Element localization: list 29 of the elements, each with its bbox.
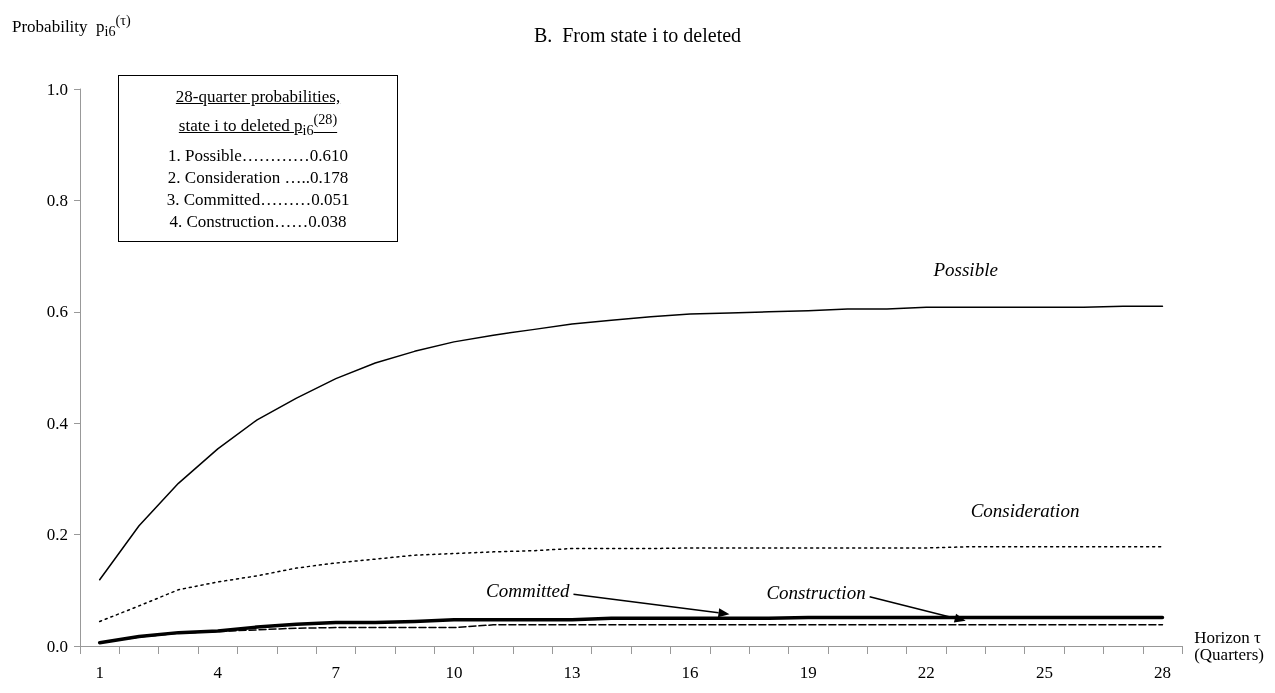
chart-title: B. From state i to deleted: [533, 24, 742, 46]
annotation: 3. Committed………0.051: [165, 189, 351, 212]
series-label: Construction: [766, 582, 866, 604]
annotation: 4. Construction……0.038: [168, 211, 348, 234]
x-tick-label: 13: [563, 663, 581, 682]
y-tick-label: 0.2: [46, 525, 68, 545]
series-label: Possible: [932, 258, 998, 280]
x-tick-label: 4: [213, 663, 223, 682]
x-tick-label: 22: [917, 663, 935, 682]
x-tick-label: 1: [95, 663, 104, 682]
y-tick-label: 1.0: [46, 79, 68, 99]
y-tick-label: 0.4: [46, 413, 69, 433]
series-label: Committed: [486, 579, 570, 601]
y-tick-label: 0.6: [46, 302, 68, 322]
annotation: 2. Consideration …..0.178: [166, 167, 350, 190]
x-tick-label: 25: [1035, 663, 1053, 682]
annotation: 1. Possible…………0.610: [167, 145, 349, 168]
y-tick-label: 0.8: [46, 190, 68, 210]
x-tick-label: 19: [799, 663, 817, 682]
x-tick-label: 16: [681, 663, 699, 682]
y-tick-label: 0.0: [46, 636, 68, 656]
series-label: Consideration: [970, 500, 1080, 522]
annotation: 28-quarter probabilities,: [174, 86, 342, 108]
x-axis-title: Horizon τ (Quarters): [1194, 628, 1265, 664]
x-tick-label: 10: [445, 663, 463, 682]
line-series: [98, 305, 1164, 581]
x-tick-label: 28: [1153, 663, 1171, 682]
x-tick-label: 7: [331, 663, 341, 682]
line-series: [98, 546, 1164, 623]
